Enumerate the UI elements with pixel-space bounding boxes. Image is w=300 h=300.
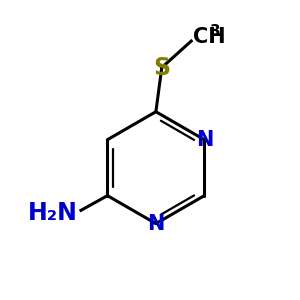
Text: N: N xyxy=(196,130,213,150)
Text: 3: 3 xyxy=(210,24,221,39)
Text: S: S xyxy=(153,56,170,80)
Text: CH: CH xyxy=(193,27,225,46)
Text: H₂N: H₂N xyxy=(28,201,78,225)
Text: N: N xyxy=(147,214,165,234)
